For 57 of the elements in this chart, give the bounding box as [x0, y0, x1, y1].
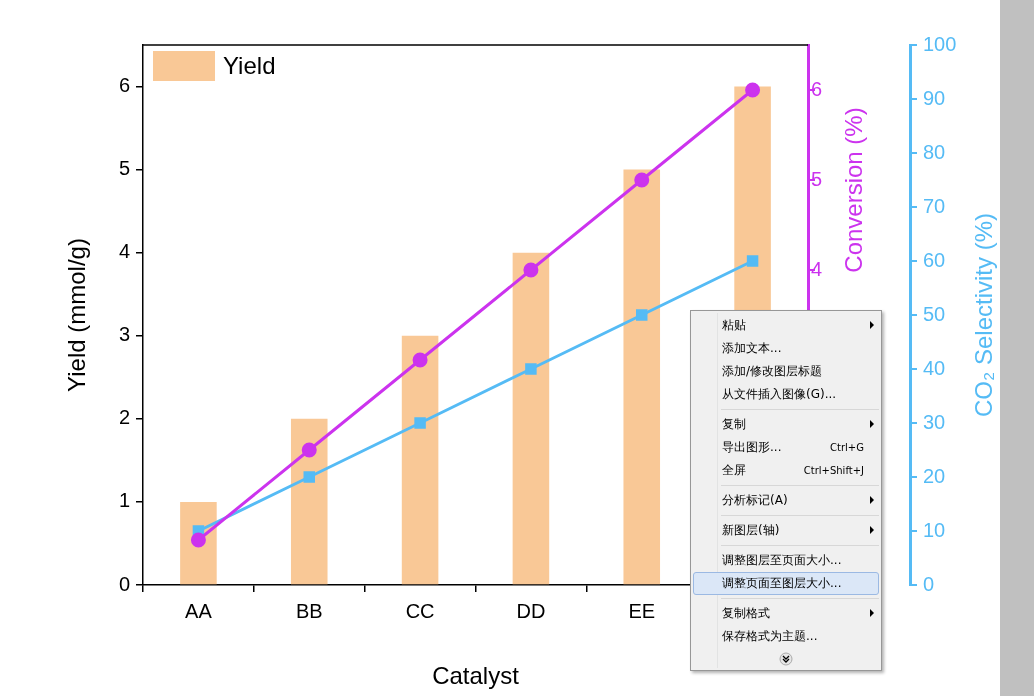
- annotation: 复制: [722, 416, 746, 433]
- y3-tick-label: 100: [923, 32, 957, 55]
- annotation: 分析标记(A): [722, 492, 788, 509]
- y3-tick-label: 0: [923, 572, 935, 595]
- y-tick-label: 1: [118, 489, 130, 512]
- y3-axis-title: CO₂ Selectivity (%): [969, 212, 997, 418]
- text: 导出图形... Ctrl+G: [722, 440, 864, 454]
- point: [190, 532, 206, 548]
- text: 复制格式: [722, 606, 770, 620]
- y3-tick-label: 80: [923, 140, 946, 163]
- y-tick-label: 0: [118, 572, 130, 595]
- annotation: 粘贴: [722, 317, 746, 334]
- y-tick-label: 3: [118, 323, 130, 346]
- point: [745, 82, 761, 98]
- annotation: 添加文本...: [722, 340, 782, 357]
- y3-tick-label: 60: [923, 248, 946, 271]
- y-tick-label: 2: [118, 406, 130, 429]
- point: [636, 309, 648, 321]
- text: 全屏 Ctrl+Shift+J: [722, 463, 864, 477]
- y3-tick-label: 20: [923, 464, 946, 487]
- bar: [623, 169, 661, 585]
- x-tick-label: EE: [628, 599, 656, 622]
- y3-tick-label: 70: [923, 194, 946, 217]
- y3-tick-label: 50: [923, 302, 946, 325]
- point: [301, 442, 317, 458]
- y3-tick-label: 90: [923, 86, 946, 109]
- annotation: 从文件插入图像(G)...: [722, 386, 837, 403]
- y3-tick-label: 10: [923, 518, 946, 541]
- x-axis-title: Catalyst: [432, 662, 520, 690]
- y-axis-title: Yield (mmol/g): [63, 238, 91, 392]
- x-tick-label: CC: [405, 599, 435, 622]
- y3-tick-label: 30: [923, 410, 946, 433]
- point: [412, 352, 428, 368]
- bar: [512, 252, 550, 585]
- y2-axis-title: Conversion (%): [839, 107, 867, 273]
- bar: [401, 335, 439, 585]
- annotation: 新图层(轴): [722, 522, 780, 539]
- x-tick-label: BB: [295, 599, 323, 622]
- point: [414, 417, 426, 429]
- y-tick-label: 4: [118, 240, 130, 263]
- point: [523, 262, 539, 278]
- y3-tick-label: 40: [923, 356, 946, 379]
- text: 保存格式为主题...: [722, 629, 818, 643]
- annotation: 调整页面至图层大小...: [722, 575, 842, 592]
- point: [746, 255, 759, 267]
- bar: [290, 418, 328, 585]
- point: [634, 172, 650, 188]
- point: [303, 471, 315, 483]
- x-tick-label: DD: [516, 599, 546, 622]
- annotation: 添加/修改图层标题: [722, 363, 823, 380]
- legend-label: Yield: [223, 52, 276, 80]
- y-tick-label: 6: [118, 74, 130, 97]
- x-tick-label: AA: [185, 599, 213, 622]
- y-tick-label: 5: [118, 157, 130, 180]
- point: [525, 363, 537, 375]
- y2-tick-label: 5: [810, 167, 822, 190]
- annotation: 调整图层至页面大小...: [722, 552, 842, 569]
